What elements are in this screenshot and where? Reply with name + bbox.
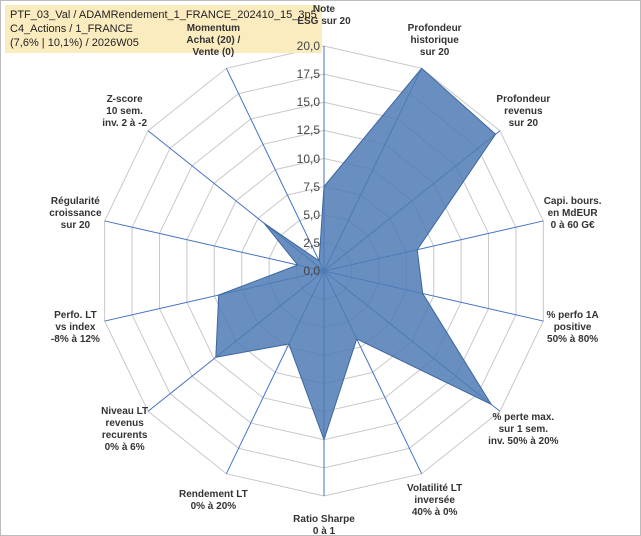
axis-label: Profondeur revenus sur 20	[496, 94, 551, 129]
spoke	[104, 220, 325, 272]
axis-label: Capi. bours. en MdEUR 0 à 60 G€	[543, 196, 602, 232]
axis-label: Profondeur historique sur 20	[407, 23, 462, 59]
axis-label: % perfo 1A positive 50% à 80%	[546, 309, 599, 345]
y-tick-label: 12,5	[296, 123, 320, 138]
axis-label: Rendement LT 0% à 20%	[179, 488, 248, 512]
axis-label: Z-score 10 sem. inv. 2 à -2	[102, 94, 148, 129]
y-tick-label: 17,5	[296, 67, 320, 82]
axis-label: Régularité croissance sur 20	[49, 196, 102, 232]
y-tick-label: 15,0	[296, 95, 320, 110]
y-tick-label: 2,5	[303, 235, 320, 250]
axis-label: Niveau LT revenus recurents 0% à 6%	[101, 405, 149, 453]
axis-label: Perfo. LT vs index -8% à 12%	[50, 309, 100, 345]
axis-label: % perte max. sur 1 sem. inv. 50% à 20%	[488, 411, 559, 447]
y-tick-label: 7,5	[303, 179, 320, 194]
axis-label: Note ESG sur 20	[297, 4, 351, 27]
chart-title: PTF_03_Val / ADAMRendement_1_FRANCE_2024…	[5, 5, 322, 53]
axis-label: Ratio Sharpe 0 à 1	[293, 514, 355, 536]
y-tick-label: 10,0	[296, 151, 320, 166]
y-tick-label: 20,0	[296, 39, 320, 53]
y-tick-label: 0,0	[303, 264, 320, 278]
axis-label: Volatilité LT inversée 40% à 0%	[407, 482, 463, 518]
spoke	[225, 68, 325, 272]
axis-label: Momentum Achat (20) / Vente (0)	[186, 23, 241, 59]
y-tick-label: 5,0	[303, 207, 320, 222]
data-area	[215, 67, 497, 442]
